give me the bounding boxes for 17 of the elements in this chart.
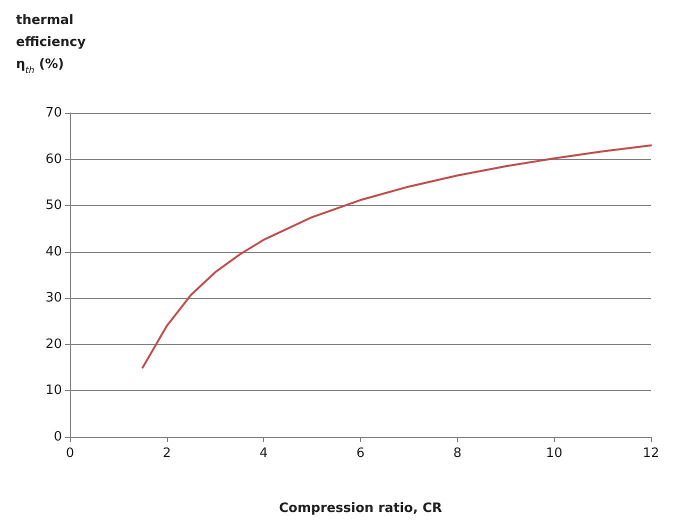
y-tick-label: 40 <box>45 244 62 260</box>
x-tick-label: 6 <box>356 446 365 461</box>
x-tick-label: 0 <box>66 446 74 461</box>
x-tick-label: 12 <box>642 446 660 461</box>
y-tick-label: 10 <box>45 383 62 398</box>
x-tick-label: 4 <box>260 446 268 461</box>
line-series <box>142 144 652 369</box>
y-tick-label: 0 <box>54 430 62 444</box>
x-tick-label: 8 <box>453 446 462 461</box>
x-tick-label: 10 <box>546 446 562 461</box>
y-tick-label: 70 <box>45 106 62 120</box>
y-tick-label: 30 <box>45 290 62 306</box>
x-tick-label: 2 <box>162 446 171 461</box>
y-tick-label: 60 <box>45 152 62 167</box>
y-tick-label: 50 <box>45 198 62 214</box>
y-tick-label: 20 <box>45 336 62 352</box>
x-axis-title: Compression ratio, CR <box>279 501 442 516</box>
